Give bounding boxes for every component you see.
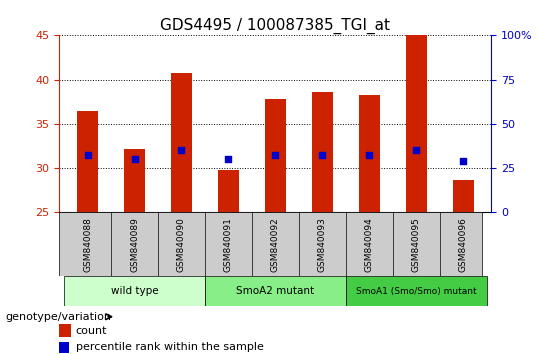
Text: GSM840091: GSM840091 — [224, 217, 233, 272]
Text: GSM840088: GSM840088 — [83, 217, 92, 272]
Bar — [453, 180, 474, 212]
Bar — [406, 35, 427, 212]
Bar — [346, 276, 487, 306]
Point — [130, 156, 139, 162]
Bar — [124, 149, 145, 212]
Bar — [59, 324, 71, 337]
Bar — [218, 170, 239, 212]
Bar — [205, 276, 346, 306]
Point — [224, 156, 233, 162]
Text: GSM840094: GSM840094 — [365, 217, 374, 272]
Text: genotype/variation: genotype/variation — [5, 312, 111, 322]
Point — [83, 152, 92, 158]
Point — [412, 148, 421, 153]
Text: GSM840096: GSM840096 — [458, 217, 468, 272]
Bar — [59, 342, 69, 353]
Point — [365, 152, 374, 158]
Point — [459, 158, 468, 164]
Text: SmoA1 (Smo/Smo) mutant: SmoA1 (Smo/Smo) mutant — [356, 287, 477, 296]
Bar — [171, 73, 192, 212]
Bar — [265, 99, 286, 212]
Bar — [77, 110, 98, 212]
Text: GSM840092: GSM840092 — [271, 217, 280, 272]
Text: GSM840095: GSM840095 — [412, 217, 421, 272]
Bar — [312, 92, 333, 212]
Title: GDS4495 / 100087385_TGI_at: GDS4495 / 100087385_TGI_at — [160, 18, 390, 34]
Text: count: count — [76, 326, 107, 336]
Text: percentile rank within the sample: percentile rank within the sample — [76, 342, 264, 352]
Point — [318, 152, 327, 158]
Text: GSM840089: GSM840089 — [130, 217, 139, 272]
Text: SmoA2 mutant: SmoA2 mutant — [237, 286, 314, 296]
Point — [177, 148, 186, 153]
Point — [271, 152, 280, 158]
Bar — [64, 276, 205, 306]
Text: wild type: wild type — [111, 286, 158, 296]
Text: GSM840090: GSM840090 — [177, 217, 186, 272]
Text: GSM840093: GSM840093 — [318, 217, 327, 272]
Bar — [359, 95, 380, 212]
